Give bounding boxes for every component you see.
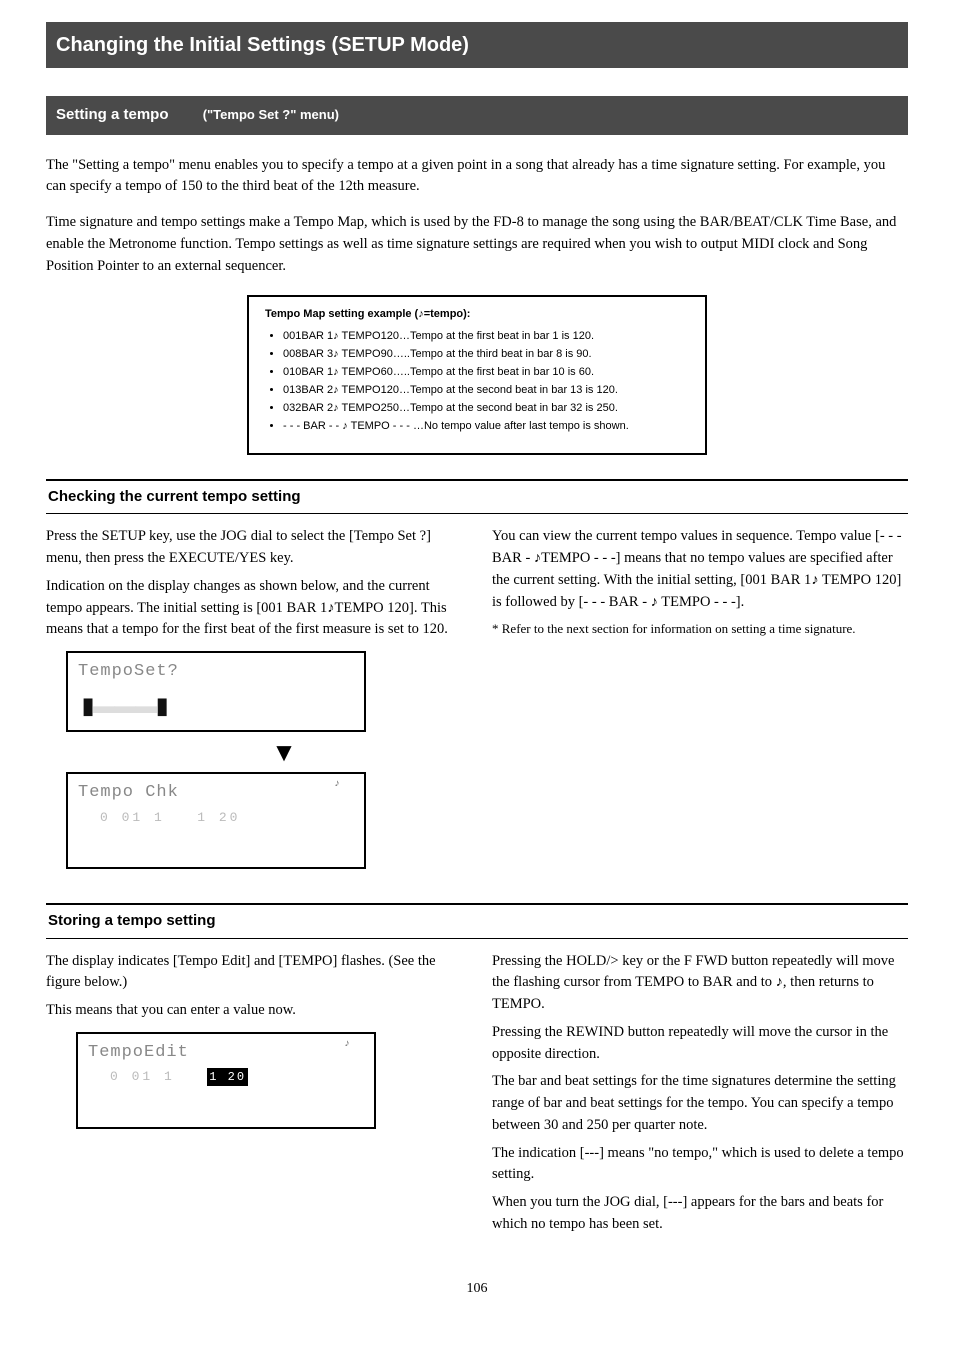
step2-left-p2: This means that you can enter a value no… [46, 1000, 462, 1022]
lcd-body-2: 0 01 1 1 20 [78, 808, 354, 830]
lcd-title-3: TempoEdit [88, 1040, 364, 1066]
note-icon: ♪ [344, 1037, 350, 1052]
step2-right-p4: The indication [---] means "no tempo," w… [492, 1143, 908, 1187]
lcd-bars-row [78, 836, 354, 859]
example-box: Tempo Map setting example (♪=tempo): 001… [247, 295, 707, 455]
note-icon: ♪ [334, 777, 340, 792]
example-item: - - - BAR - - ♪ TEMPO - - - …No tempo va… [283, 419, 689, 435]
arrow-down-icon: ▼ [46, 742, 462, 763]
level-bars-icon [257, 1095, 358, 1117]
step2-right-p1: Pressing the HOLD/> key or the F FWD but… [492, 951, 908, 1016]
section-header: Setting a tempo ("Tempo Set ?" menu) [46, 96, 908, 135]
lcd-digits-3: 0 01 1 1 20 [88, 1069, 248, 1084]
note-icon: ♪ [327, 600, 334, 616]
intro-paragraph-2: Time signature and tempo settings make a… [46, 212, 908, 277]
note-icon: ♪ [811, 572, 818, 588]
example-item: 032BAR 2♪ TEMPO250…Tempo at the second b… [283, 401, 689, 417]
lcd-digits-2: 0 01 1 1 20 [78, 810, 240, 825]
example-item: 008BAR 3♪ TEMPO90…..Tempo at the third b… [283, 347, 689, 363]
step1-left-column: Press the SETUP key, use the JOG dial to… [46, 520, 462, 879]
example-item: 001BAR 1♪ TEMPO120…Tempo at the first be… [283, 329, 689, 345]
lcd-tempoedit: ♪ TempoEdit 0 01 1 1 20 [76, 1032, 376, 1129]
step2-columns: The display indicates [Tempo Edit] and [… [46, 945, 908, 1242]
step2-right-p3: The bar and beat settings for the time s… [492, 1071, 908, 1136]
step2-left-column: The display indicates [Tempo Edit] and [… [46, 945, 462, 1242]
chapter-header: Changing the Initial Settings (SETUP Mod… [46, 22, 908, 68]
step2-right-p5: When you turn the JOG dial, [---] appear… [492, 1192, 908, 1236]
page-number: 106 [46, 1278, 908, 1299]
lcd-temposet: TempoSet? ▮▬▬▬▮ [66, 651, 366, 732]
lcd-title-2: Tempo Chk [78, 780, 354, 806]
example-title: Tempo Map setting example (♪=tempo): [265, 307, 689, 323]
example-item: 013BAR 2♪ TEMPO120…Tempo at the second b… [283, 383, 689, 399]
step2-right-column: Pressing the HOLD/> key or the F FWD but… [492, 945, 908, 1242]
step-heading-2: Storing a tempo setting [46, 903, 908, 939]
step-heading-1: Checking the current tempo setting [46, 479, 908, 515]
step1-p1: Press the SETUP key, use the JOG dial to… [46, 526, 462, 570]
step1-p2: Indication on the display changes as sho… [46, 576, 462, 641]
example-list: 001BAR 1♪ TEMPO120…Tempo at the first be… [265, 329, 689, 435]
lcd-title-1: TempoSet? [78, 659, 354, 685]
section-title-text: Setting a tempo [56, 106, 169, 123]
step1-right-footnote: * Refer to the next section for informat… [492, 619, 908, 639]
step2-left-p1: The display indicates [Tempo Edit] and [… [46, 951, 462, 995]
big-block-icon: ▮▬▬▬▮ [78, 693, 167, 718]
lcd-body-3: 0 01 1 1 20 [88, 1067, 364, 1089]
note-icon: ♪ [651, 594, 658, 610]
lcd-tempochk: ♪ Tempo Chk 0 01 1 1 20 [66, 772, 366, 869]
chapter-title-text: Changing the Initial Settings (SETUP Mod… [56, 34, 469, 56]
level-bars-icon [182, 698, 283, 720]
step1-right-p1: You can view the current tempo values in… [492, 526, 908, 613]
step2-right-p2: Pressing the REWIND button repeatedly wi… [492, 1022, 908, 1066]
step1-right-column: You can view the current tempo values in… [492, 520, 908, 879]
lcd-bars-row [88, 1095, 364, 1118]
level-bars-icon [247, 836, 348, 858]
intro-paragraph-1: The "Setting a tempo" menu enables you t… [46, 155, 908, 199]
step1-columns: Press the SETUP key, use the JOG dial to… [46, 520, 908, 879]
section-menu-text: ("Tempo Set ?" menu) [173, 107, 339, 122]
example-item: 010BAR 1♪ TEMPO60…..Tempo at the first b… [283, 365, 689, 381]
note-icon: ♪ [776, 974, 783, 990]
lcd-body-1: ▮▬▬▬▮ [78, 689, 354, 722]
